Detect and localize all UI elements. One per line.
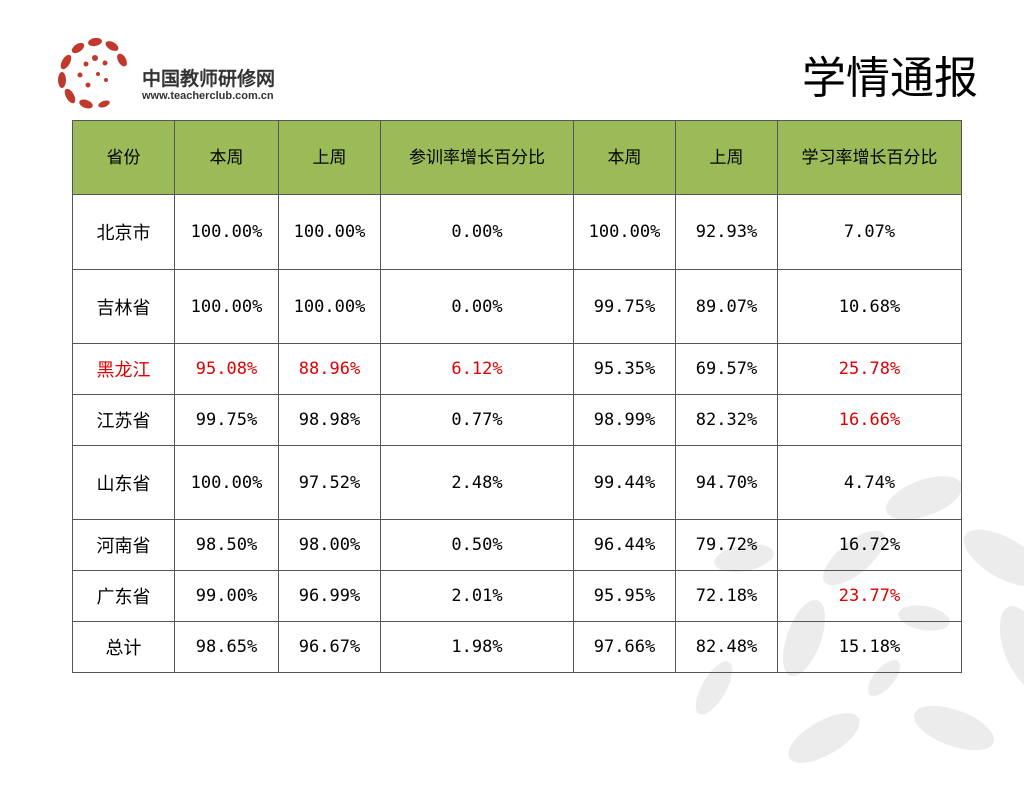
value-cell: 1.98% xyxy=(380,621,574,673)
value-cell: 95.08% xyxy=(174,343,279,395)
value-cell: 16.72% xyxy=(777,519,962,571)
value-cell: 98.65% xyxy=(174,621,279,673)
logo-flower-icon xyxy=(58,37,127,109)
value-cell: 0.50% xyxy=(380,519,574,571)
value-cell: 99.00% xyxy=(174,570,279,622)
value-cell: 88.96% xyxy=(278,343,381,395)
province-cell: 北京市 xyxy=(72,194,175,270)
province-cell: 江苏省 xyxy=(72,394,175,446)
value-cell: 98.99% xyxy=(573,394,676,446)
value-cell: 25.78% xyxy=(777,343,962,395)
value-cell: 98.50% xyxy=(174,519,279,571)
value-cell: 79.72% xyxy=(675,519,778,571)
column-header: 上周 xyxy=(278,120,381,195)
value-cell: 10.68% xyxy=(777,269,962,344)
value-cell: 2.48% xyxy=(380,445,574,520)
value-cell: 97.66% xyxy=(573,621,676,673)
table-row: 总计 98.65% 96.67% 1.98% 97.66% 82.48% 15.18% xyxy=(72,621,962,673)
value-cell: 98.00% xyxy=(278,519,381,571)
province-cell: 山东省 xyxy=(72,445,175,520)
report-table: 省份 本周 上周 参训率增长百分比 本周 上周 学习率增长百分比 北京市 100.… xyxy=(72,120,962,673)
value-cell: 94.70% xyxy=(675,445,778,520)
value-cell: 72.18% xyxy=(675,570,778,622)
value-cell: 100.00% xyxy=(174,269,279,344)
value-cell: 16.66% xyxy=(777,394,962,446)
province-cell: 河南省 xyxy=(72,519,175,571)
table-row: 黑龙江 95.08% 88.96% 6.12% 95.35% 69.57% 25.78% xyxy=(72,343,962,395)
table-row: 广东省 99.00% 96.99% 2.01% 95.95% 72.18% 23.77% xyxy=(72,570,962,622)
value-cell: 82.32% xyxy=(675,394,778,446)
column-header: 省份 xyxy=(72,120,175,195)
value-cell: 100.00% xyxy=(278,269,381,344)
table-row: 吉林省 100.00% 100.00% 0.00% 99.75% 89.07% 10.68% xyxy=(72,269,962,344)
value-cell: 99.75% xyxy=(174,394,279,446)
province-cell: 黑龙江 xyxy=(72,343,175,395)
column-header: 参训率增长百分比 xyxy=(380,120,574,195)
column-header: 本周 xyxy=(174,120,279,195)
value-cell: 0.00% xyxy=(380,194,574,270)
table-row: 河南省 98.50% 98.00% 0.50% 96.44% 79.72% 16.72% xyxy=(72,519,962,571)
value-cell: 69.57% xyxy=(675,343,778,395)
province-cell: 广东省 xyxy=(72,570,175,622)
value-cell: 99.75% xyxy=(573,269,676,344)
province-cell: 吉林省 xyxy=(72,269,175,344)
value-cell: 0.00% xyxy=(380,269,574,344)
value-cell: 97.52% xyxy=(278,445,381,520)
value-cell: 100.00% xyxy=(278,194,381,270)
value-cell: 6.12% xyxy=(380,343,574,395)
value-cell: 95.95% xyxy=(573,570,676,622)
value-cell: 15.18% xyxy=(777,621,962,673)
value-cell: 89.07% xyxy=(675,269,778,344)
value-cell: 98.98% xyxy=(278,394,381,446)
province-cell: 总计 xyxy=(72,621,175,673)
value-cell: 99.44% xyxy=(573,445,676,520)
value-cell: 100.00% xyxy=(573,194,676,270)
value-cell: 2.01% xyxy=(380,570,574,622)
value-cell: 82.48% xyxy=(675,621,778,673)
logo-url: www.teacherclub.com.cn xyxy=(142,90,274,102)
value-cell: 100.00% xyxy=(174,194,279,270)
table-header-row: 省份 本周 上周 参训率增长百分比 本周 上周 学习率增长百分比 xyxy=(72,120,962,195)
value-cell: 100.00% xyxy=(174,445,279,520)
value-cell: 0.77% xyxy=(380,394,574,446)
column-header: 上周 xyxy=(675,120,778,195)
logo-text: 中国教师研修网 xyxy=(142,68,276,90)
value-cell: 92.93% xyxy=(675,194,778,270)
table-row: 江苏省 99.75% 98.98% 0.77% 98.99% 82.32% 16.66% xyxy=(72,394,962,446)
table-row: 北京市 100.00% 100.00% 0.00% 100.00% 92.93% 7.07% xyxy=(72,194,962,270)
value-cell: 96.44% xyxy=(573,519,676,571)
value-cell: 96.99% xyxy=(278,570,381,622)
site-logo[interactable]: 中国教师研修网 www.teacherclub.com.cn xyxy=(50,30,310,110)
value-cell: 95.35% xyxy=(573,343,676,395)
table-row: 山东省 100.00% 97.52% 2.48% 99.44% 94.70% 4.74% xyxy=(72,445,962,520)
column-header: 学习率增长百分比 xyxy=(777,120,962,195)
page-title: 学情通报 xyxy=(802,53,978,104)
value-cell: 96.67% xyxy=(278,621,381,673)
value-cell: 23.77% xyxy=(777,570,962,622)
value-cell: 4.74% xyxy=(777,445,962,520)
column-header: 本周 xyxy=(573,120,676,195)
value-cell: 7.07% xyxy=(777,194,962,270)
